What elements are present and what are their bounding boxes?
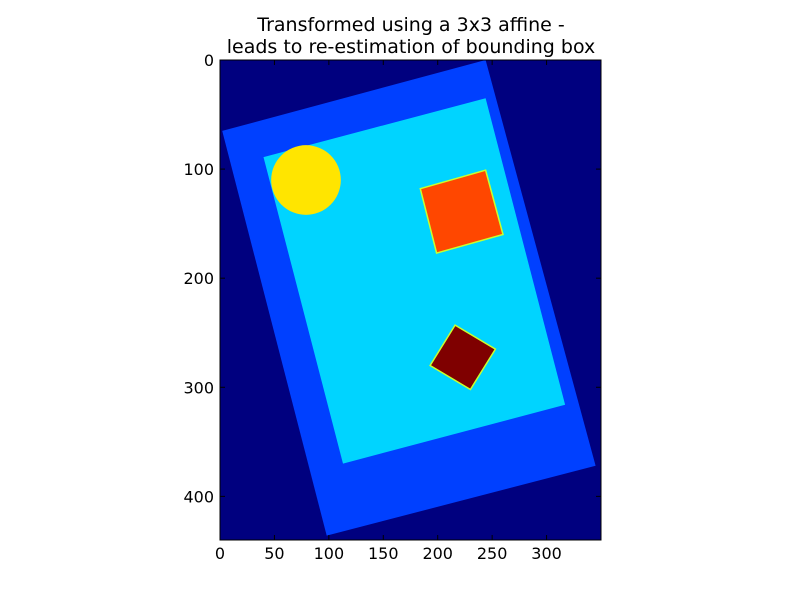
x-tick-label: 50 xyxy=(264,544,284,563)
x-tick-label: 100 xyxy=(314,544,345,563)
y-tick-label: 400 xyxy=(183,487,214,506)
chart-title: Transformed using a 3x3 affine - leads t… xyxy=(227,14,596,58)
orange-square-region xyxy=(419,169,504,255)
plot-area xyxy=(220,60,601,540)
x-tick-label: 300 xyxy=(531,544,562,563)
y-tick-label: 100 xyxy=(183,160,214,179)
y-tick-label: 0 xyxy=(204,51,214,70)
x-tick-label: 150 xyxy=(368,544,399,563)
dark-red-square-region xyxy=(429,324,497,391)
y-axis: 0 100 200 300 400 xyxy=(183,51,601,506)
chart-title-line-2: leads to re-estimation of bounding box xyxy=(227,36,596,58)
chart-title-line-1: Transformed using a 3x3 affine - xyxy=(256,14,564,36)
y-tick-label: 200 xyxy=(183,269,214,288)
x-tick-label: 0 xyxy=(215,544,225,563)
x-tick-label: 250 xyxy=(477,544,508,563)
yellow-circle-region xyxy=(271,145,341,215)
plot-frame xyxy=(219,59,602,541)
x-axis: 0 50 100 150 200 250 300 xyxy=(215,60,562,563)
x-tick-label: 200 xyxy=(422,544,453,563)
y-tick-label: 300 xyxy=(183,378,214,397)
